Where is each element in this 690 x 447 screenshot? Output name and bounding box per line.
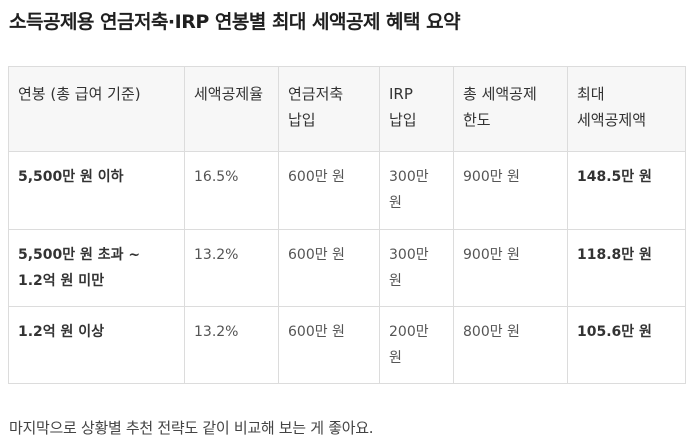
- cell-salary: 1.2억 원 이상: [8, 306, 185, 384]
- cell-salary: 5,500만 원 초과 ~1.2억 원 미만: [8, 229, 185, 307]
- cell-salary: 5,500만 원 이하: [8, 151, 185, 230]
- footer-text: 마지막으로 상황별 추천 전략도 같이 비교해 보는 게 좋아요.: [9, 419, 374, 437]
- table-header-row: 연봉 (총 급여 기준) 세액공제율 연금저축 납입 IRP 납입 총 세액공제 한도…: [8, 66, 686, 152]
- cell-irp: 300만 원: [379, 229, 454, 307]
- cell-pension: 600만 원: [278, 151, 380, 230]
- header-rate: 세액공제율: [184, 66, 279, 152]
- cell-pension: 600만 원: [278, 306, 380, 384]
- cell-pension: 600만 원: [278, 229, 380, 307]
- benefit-table: 연봉 (총 급여 기준) 세액공제율 연금저축 납입 IRP 납입 총 세액공제 한도…: [8, 66, 686, 384]
- cell-max: 148.5만 원: [567, 151, 686, 230]
- table-row: 5,500만 원 이하 16.5% 600만 원 300만 원 900만 원 14…: [8, 151, 686, 230]
- cell-limit: 900만 원: [453, 151, 568, 230]
- table-row: 1.2억 원 이상 13.2% 600만 원 200만 원 800만 원 105.…: [8, 306, 686, 384]
- header-limit: 총 세액공제 한도: [453, 66, 568, 152]
- page-title: 소득공제용 연금저축·IRP 연봉별 최대 세액공제 혜택 요약: [9, 11, 461, 33]
- cell-rate: 13.2%: [184, 306, 279, 384]
- cell-irp: 300만 원: [379, 151, 454, 230]
- cell-limit: 800만 원: [453, 306, 568, 384]
- header-max: 최대 세액공제액: [567, 66, 686, 152]
- table-row: 5,500만 원 초과 ~1.2억 원 미만 13.2% 600만 원 300만…: [8, 229, 686, 307]
- cell-limit: 900만 원: [453, 229, 568, 307]
- header-salary: 연봉 (총 급여 기준): [8, 66, 185, 152]
- header-pension: 연금저축 납입: [278, 66, 380, 152]
- cell-rate: 16.5%: [184, 151, 279, 230]
- cell-max: 105.6만 원: [567, 306, 686, 384]
- header-irp: IRP 납입: [379, 66, 454, 152]
- cell-irp: 200만 원: [379, 306, 454, 384]
- cell-max: 118.8만 원: [567, 229, 686, 307]
- cell-rate: 13.2%: [184, 229, 279, 307]
